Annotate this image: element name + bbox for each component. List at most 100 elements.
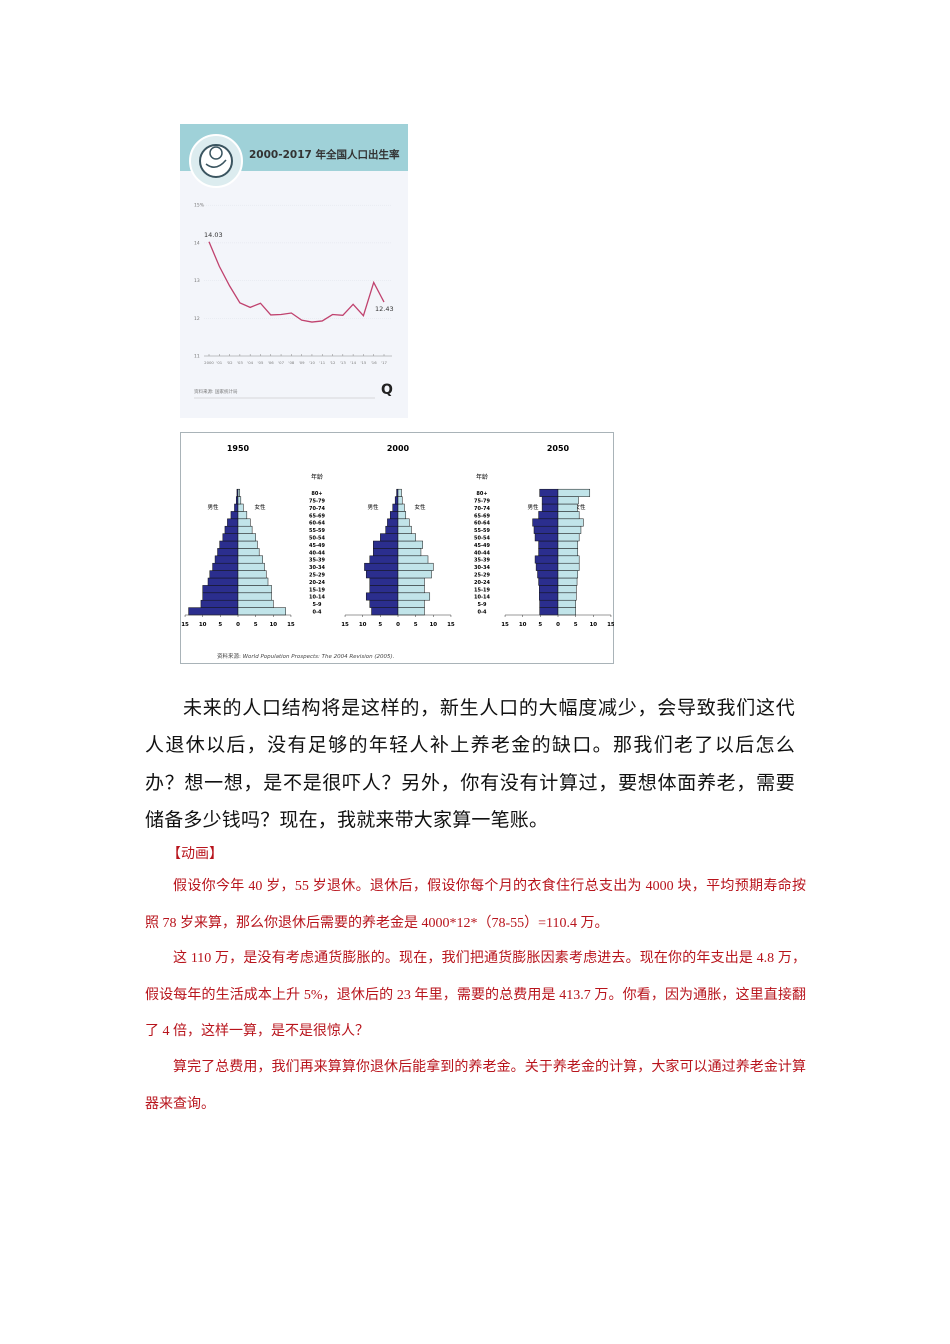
x-tick-label: '05 [258,360,264,365]
age-group-label: 30-34 [309,565,326,571]
birth-rate-line-chart: 2000-2017 年全国人口出生率 11 12 13 14 15% 2000'01 '02… [180,124,408,418]
x-tick-label: '07 [278,360,284,365]
male-bar-50-54 [534,533,559,542]
age-group-label: 0-4 [477,610,487,616]
x-tick-label: 5 [378,622,382,628]
female-bar-45-49 [557,540,579,549]
male-bar-15-19 [369,585,399,594]
x-tick-label: '02 [227,360,233,365]
female-bar-40-44 [397,548,422,557]
age-group-label: 35-39 [474,558,491,564]
chart-source: 资料来源: 国家统计局 [194,388,238,395]
female-bar-70-74 [397,503,405,512]
female-bar-0-4 [397,607,425,616]
female-bar-35-39 [237,555,263,564]
x-tick-label: '10 [309,360,315,365]
male-bar-35-39 [534,555,559,564]
age-group-label: 45-49 [474,543,491,549]
age-group-label: 10-14 [309,595,326,601]
age-group-label: 5-9 [312,602,322,608]
male-bar-65-69 [230,511,239,520]
female-bar-65-69 [557,511,580,520]
x-tick-label: 5 [218,622,222,628]
red-paragraph-1: 假设你今年 40 岁，55 岁退休。退休后，假设你每个月的衣食住行总支出为 40… [145,879,806,931]
x-tick-label: '09 [299,360,305,365]
age-group-label: 70-74 [474,506,491,512]
male-bar-75-79 [541,496,559,505]
female-bar-25-29 [557,570,579,579]
x-tick-label: 0 [556,622,560,628]
male-bar-5-9 [200,599,239,608]
body-paragraph: 未来的人口结构将是这样的，新生人口的大幅度减少，会导致我们这代人退休以后，没有足… [145,697,795,831]
male-bar-15-19 [539,585,559,594]
male-bar-30-34 [535,562,559,571]
female-bar-55-59 [557,525,582,534]
male-bar-40-44 [373,548,399,557]
female-bar-50-54 [237,533,256,542]
animation-label: 【动画】 [167,847,223,862]
age-group-label: 50-54 [474,536,491,542]
y-tick-label: 14 [194,240,200,246]
male-bar-35-39 [369,555,399,564]
male-bar-60-64 [387,518,399,527]
male-bar-70-74 [392,503,399,512]
x-tick-label: 0 [236,622,240,628]
female-bar-5-9 [237,599,274,608]
logo: Q [381,382,393,398]
y-tick-label: 13 [194,278,200,284]
age-group-label: 70-74 [309,506,326,512]
female-bar-80+ [237,488,241,497]
male-bar-45-49 [373,540,399,549]
female-bar-20-24 [557,577,578,586]
male-bar-60-64 [227,518,239,527]
male-bar-35-39 [214,555,239,564]
x-tick-label: 15 [447,622,455,628]
age-group-label: 15-19 [309,587,326,593]
female-bar-50-54 [397,533,416,542]
age-group-label: 50-54 [309,536,326,542]
female-bar-80+ [397,488,402,497]
x-tick-label: 10 [589,622,597,628]
first-data-label: 14.03 [204,231,223,239]
x-tick-label: '12 [330,360,336,365]
male-bar-25-29 [209,570,239,579]
male-bar-20-24 [538,577,559,586]
male-bar-15-19 [202,585,239,594]
female-bar-60-64 [237,518,251,527]
x-tick-label: '03 [237,360,243,365]
female-bar-15-19 [557,585,577,594]
male-bar-55-59 [385,525,399,534]
red-paragraph-3: 算完了总费用，我们再来算算你退休后能拿到的养老金。关于养老金的计算，大家可以通过… [145,1060,806,1112]
male-bar-70-74 [234,503,239,512]
female-bar-5-9 [557,599,576,608]
age-group-label: 25-29 [309,573,326,579]
age-group-label: 10-14 [474,595,491,601]
male-bar-0-4 [188,607,239,616]
panel-title: 2000 [387,444,410,453]
age-group-label: 15-19 [474,587,491,593]
age-group-label: 65-69 [474,513,491,519]
male-bar-10-14 [365,592,399,601]
female-bar-30-34 [557,562,580,571]
male-label: 男性 [207,503,219,511]
x-tick-label: '14 [350,360,356,365]
male-bar-70-74 [541,503,559,512]
male-bar-65-69 [389,511,399,520]
female-bar-75-79 [557,496,579,505]
male-bar-75-79 [235,496,239,505]
female-bar-0-4 [237,607,286,616]
male-bar-55-59 [533,525,559,534]
age-group-label: 60-64 [309,521,326,527]
male-label: 男性 [367,503,379,511]
female-bar-80+ [557,488,591,497]
x-tick-label: '04 [247,360,253,365]
x-tick-label: 0 [396,622,400,628]
female-bar-45-49 [397,540,423,549]
male-bar-25-29 [537,570,559,579]
male-bar-25-29 [365,570,399,579]
birth-rate-series-line [208,241,385,323]
female-bar-40-44 [557,548,579,557]
y-tick-label: 12 [194,316,200,322]
x-tick-label: '17 [381,360,387,365]
